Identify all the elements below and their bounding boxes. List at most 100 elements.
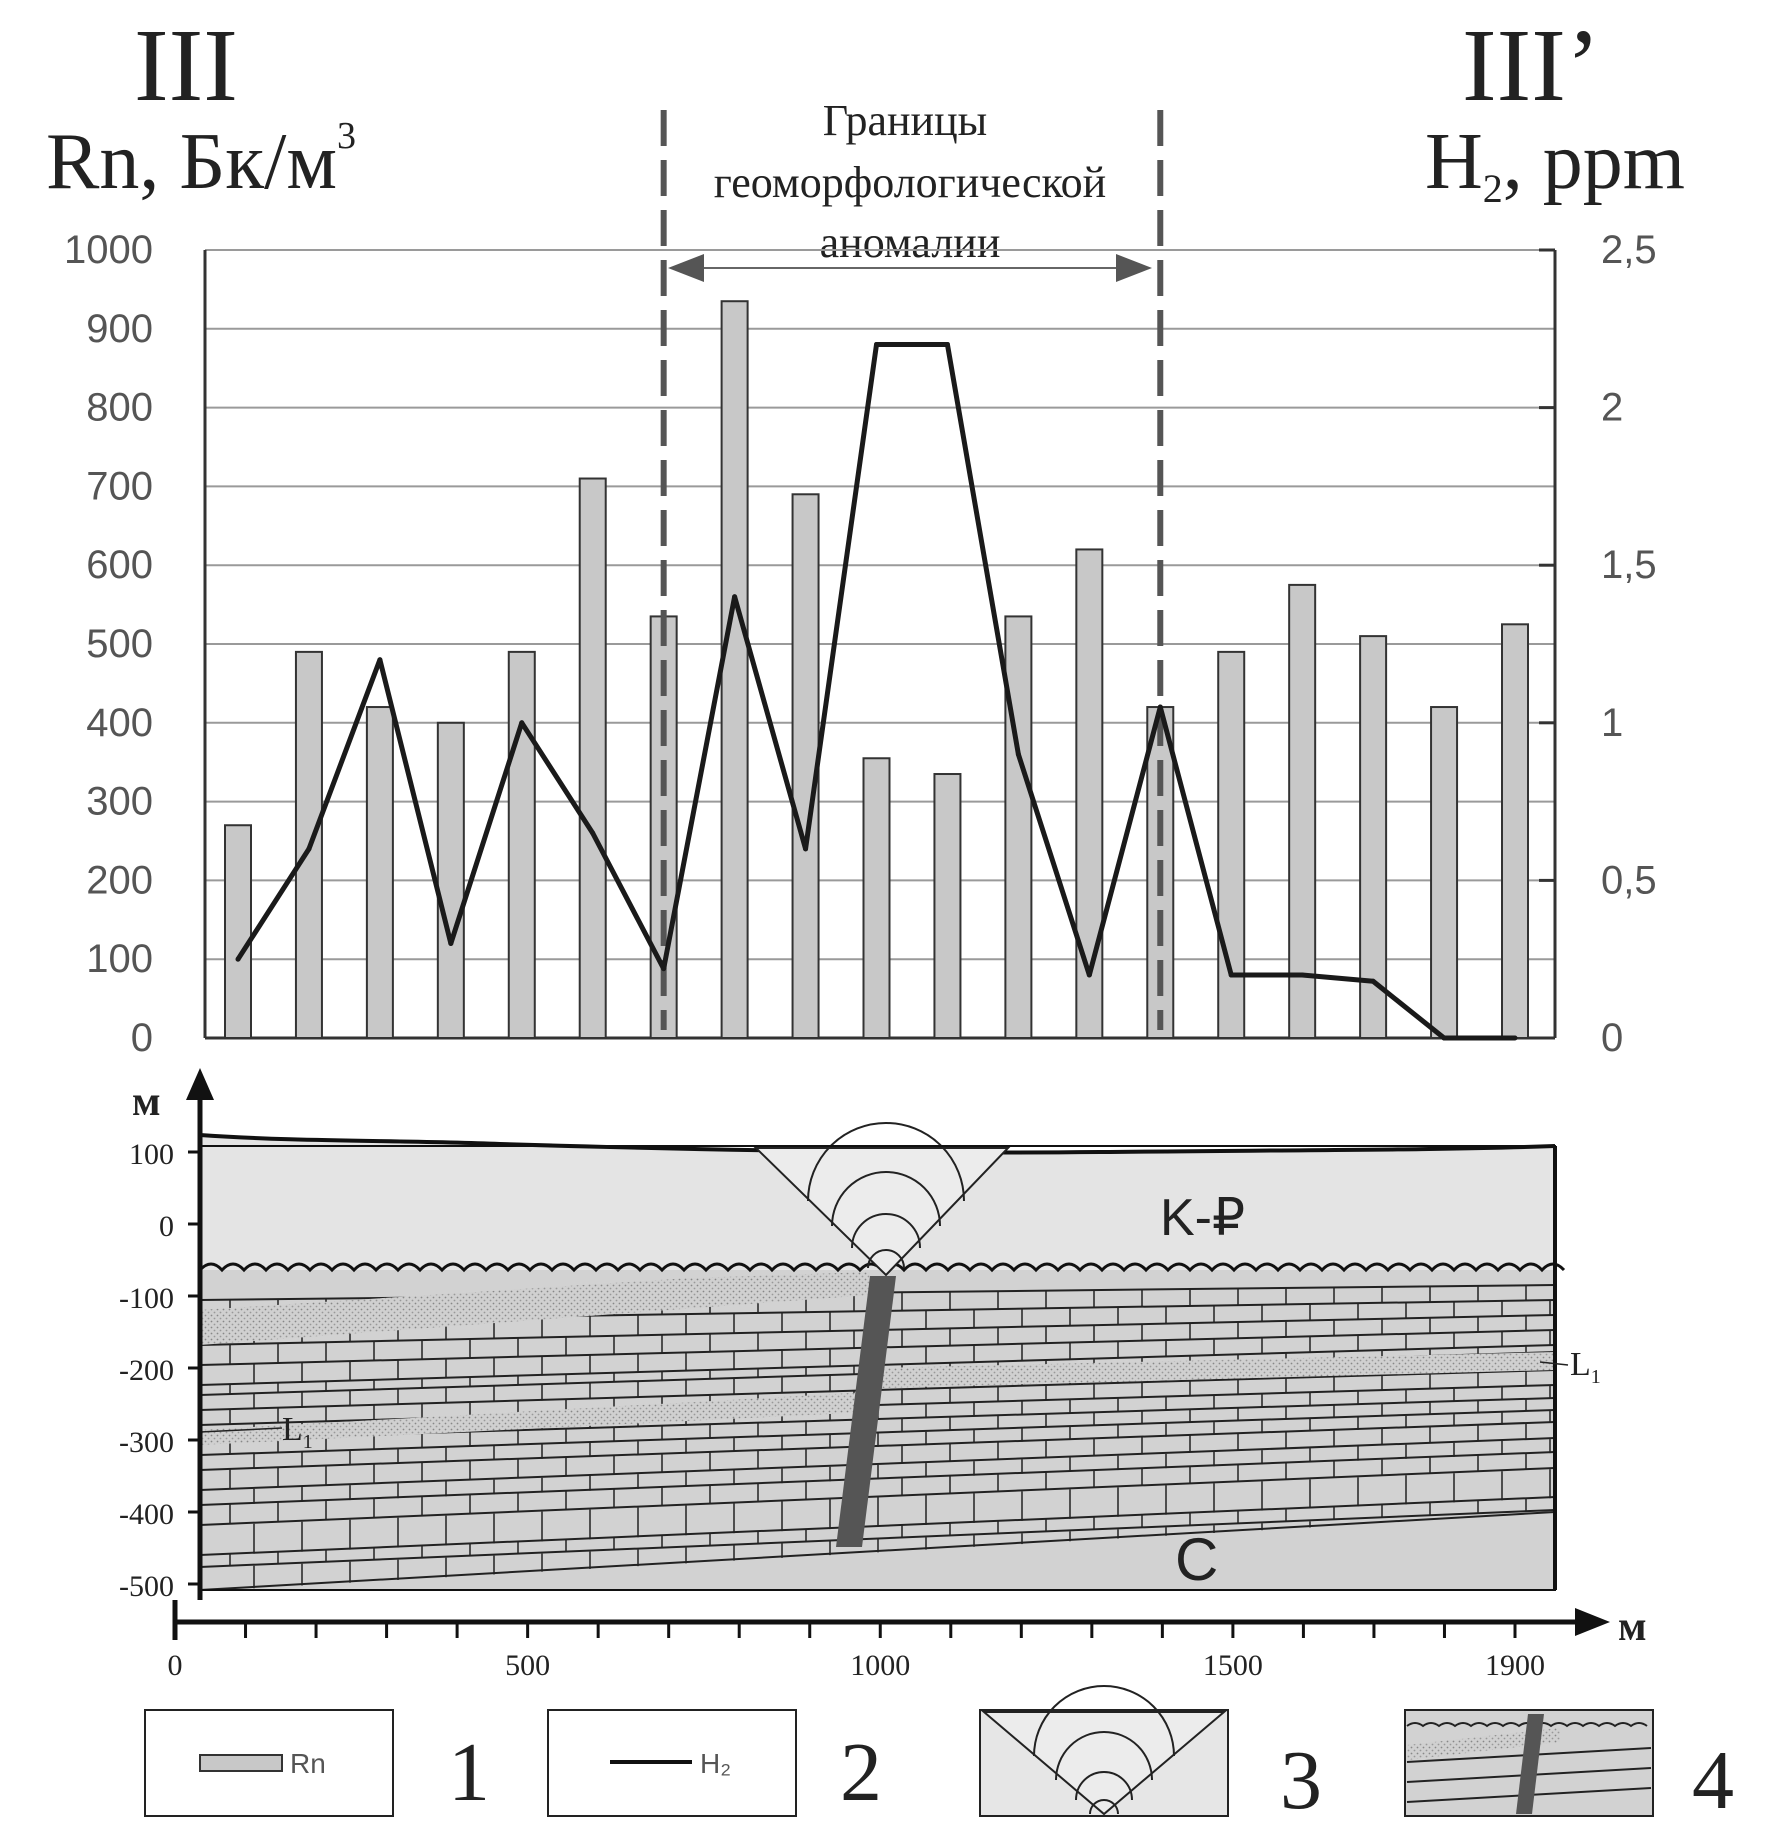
rn-bar <box>1004 615 1033 1039</box>
left-axis-tick-label: 800 <box>86 386 153 430</box>
legend-box-4 <box>1404 1709 1654 1817</box>
left-axis-tick-label: 1000 <box>64 228 153 272</box>
rn-bar <box>1217 650 1246 1039</box>
x-axis-arrow-icon <box>1575 1608 1610 1636</box>
geological-section: K-₽ C L1 L1 м м 1000-100-200-300-400-500… <box>119 1068 1647 1682</box>
section-y-tick-label: -400 <box>119 1498 174 1531</box>
sand-lens-upper <box>200 1272 870 1345</box>
right-axis-tick-label: 1 <box>1601 701 1623 745</box>
h2-point <box>732 594 738 600</box>
rn-bar <box>720 300 749 1040</box>
h2-point <box>1370 978 1376 984</box>
section-y-tick-label: -200 <box>119 1354 174 1387</box>
rn-bar <box>1288 583 1317 1040</box>
sand-layer-l1-left <box>200 1392 870 1445</box>
fault-zone <box>836 1276 896 1547</box>
section-x-tick-label: 1000 <box>850 1649 910 1682</box>
section-y-tick-label: 100 <box>129 1138 174 1171</box>
rn-bar <box>1075 548 1104 1039</box>
legend-number-3: 3 <box>1280 1734 1322 1822</box>
right-axis-tick-label: 2,5 <box>1601 228 1657 272</box>
annotation-line-1: Границы <box>823 96 987 145</box>
unit-label-k-p: K-₽ <box>1160 1189 1245 1247</box>
h2-point <box>448 940 454 946</box>
h2-point <box>803 846 809 852</box>
section-y-unit: м <box>132 1079 161 1125</box>
rn-bar <box>578 477 607 1039</box>
right-axis-unit: H2, ppm <box>1425 118 1685 211</box>
left-axis-tick-label: 500 <box>86 622 153 666</box>
legend: Rn 1 H₂ 2 3 4 <box>144 1685 1734 1822</box>
rn-bar <box>862 757 891 1039</box>
stratum-boundary <box>199 1437 1556 1491</box>
h2-point <box>377 657 383 663</box>
stratum-boundary <box>199 1409 1556 1456</box>
left-axis-unit: Rn, Бк/м3 <box>46 115 356 206</box>
section-y-tick-label: -500 <box>119 1570 174 1603</box>
sand-layer-l1-right <box>880 1352 1555 1388</box>
arrow-left-icon <box>668 254 704 282</box>
h2-point <box>1086 972 1092 978</box>
left-axis-tick-label: 900 <box>86 307 153 351</box>
rn-bar <box>224 824 252 1039</box>
right-axis-tick-label: 1,5 <box>1601 543 1657 587</box>
stratum-boundary <box>199 1467 1556 1526</box>
annotation-line-3: аномалии <box>820 218 1001 267</box>
stratum-boundary <box>199 1496 1556 1556</box>
section-y-tick-label: -300 <box>119 1426 174 1459</box>
rn-bar <box>1430 706 1459 1039</box>
left-axis-tick-label: 600 <box>86 543 153 587</box>
unit-label-c: C <box>1175 1526 1218 1593</box>
h2-point <box>1299 972 1305 978</box>
stratum-boundary <box>199 1511 1556 1591</box>
layer-label-l1-left: L1 <box>282 1411 313 1453</box>
section-x-unit: м <box>1618 1604 1647 1650</box>
legend-number-4: 4 <box>1692 1734 1734 1822</box>
left-axis-tick-label: 400 <box>86 701 153 745</box>
left-axis-tick-label: 0 <box>131 1016 153 1060</box>
h2-point <box>1228 972 1234 978</box>
h2-point <box>1512 1035 1518 1041</box>
left-axis-tick-label: 700 <box>86 464 153 508</box>
h2-point <box>944 342 950 348</box>
profile-start-label: III <box>134 8 238 123</box>
legend-rn-swatch <box>199 1754 283 1772</box>
h2-point <box>1157 704 1163 710</box>
rn-bar <box>1501 623 1529 1039</box>
geomorphological-anomaly-cone <box>753 1147 1011 1277</box>
legend-rn-label: Rn <box>290 1748 326 1779</box>
arrow-right-icon <box>1116 254 1152 282</box>
h2-point <box>1441 1035 1447 1041</box>
stratum-boundary <box>199 1451 1556 1506</box>
h2-point <box>235 956 241 962</box>
stratum-boundary <box>199 1509 1556 1568</box>
layer-label-l1-right: L1 <box>1570 1346 1601 1388</box>
chart-area: 0 100 200 300 400 500 600 700 800 900 1000 0 0,5 1 1,5… <box>64 110 1657 1060</box>
y-axis-arrow-icon <box>186 1068 214 1100</box>
h2-point <box>874 342 879 348</box>
h2-point <box>519 720 525 726</box>
section-y-tick-label: -100 <box>119 1282 174 1315</box>
rn-bar <box>365 706 394 1039</box>
h2-point <box>306 846 312 852</box>
legend-number-1: 1 <box>448 1726 490 1819</box>
stratum-boundary <box>199 1421 1556 1471</box>
section-y-tick-label: 0 <box>159 1210 174 1243</box>
section-x-tick-label: 1900 <box>1485 1649 1545 1682</box>
section-x-tick-label: 500 <box>505 1649 550 1682</box>
section-x-tick-label: 1500 <box>1203 1649 1263 1682</box>
left-axis-tick-label: 200 <box>86 858 153 902</box>
right-axis-tick-label: 2 <box>1601 386 1623 430</box>
legend-h2-label: H₂ <box>700 1748 731 1779</box>
rn-bar <box>507 650 536 1039</box>
left-axis-tick-label: 300 <box>86 780 153 824</box>
legend-number-2: 2 <box>840 1726 882 1819</box>
h2-point <box>1015 751 1021 757</box>
h2-point <box>661 966 667 972</box>
left-axis-tick-label: 100 <box>86 937 153 981</box>
rn-bar <box>1359 635 1388 1039</box>
h2-point <box>590 830 596 836</box>
rn-bar <box>933 773 962 1040</box>
